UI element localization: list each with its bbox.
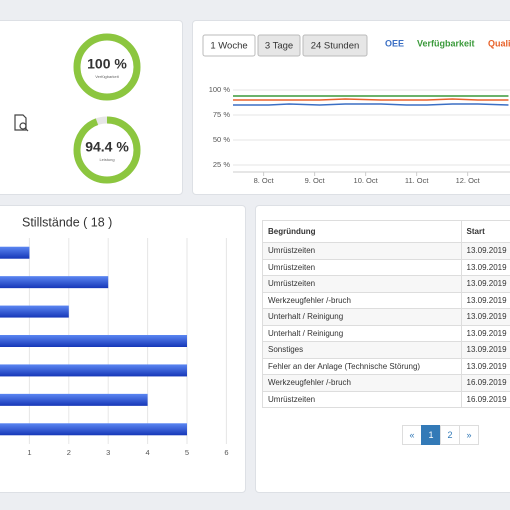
range-button-label[interactable]: 1 Woche xyxy=(210,41,247,52)
table-cell: Werkzeugfehler /-bruch xyxy=(262,374,462,392)
page-button[interactable]: 2 xyxy=(440,425,460,445)
table-wrap: Begründung Start Umrüstzeiten 13.09.2019 Umr… xyxy=(262,220,510,408)
x-tick-label: 1 xyxy=(27,448,31,457)
gauge-caption: Verfügbarkeit xyxy=(95,74,119,79)
x-tick-label: 4 xyxy=(146,448,150,457)
legend-entry[interactable]: Quali xyxy=(488,38,510,48)
x-tick-label: 6 xyxy=(224,448,228,457)
header-row: Begründung Start xyxy=(262,220,510,243)
y-tick-label: 100 % xyxy=(209,85,231,94)
bar xyxy=(0,246,30,259)
x-tick-label: 10. Oct xyxy=(354,176,379,185)
table-row: Sonstiges 13.09.2019 xyxy=(262,341,510,359)
table-row: Umrüstzeiten 13.09.2019 xyxy=(262,258,510,276)
x-tick-label: 2 xyxy=(67,448,71,457)
range-button-label[interactable]: 24 Stunden xyxy=(311,41,360,52)
table-cell: 13.09.2019 xyxy=(460,291,510,309)
x-tick-label: 5 xyxy=(185,448,189,457)
table-cell: Unterhalt / Reinigung xyxy=(262,308,462,326)
chart-title: Stillstände ( 18 ) xyxy=(22,215,112,229)
table-row: Fehler an der Anlage (Technische Störung… xyxy=(262,357,510,375)
column-header: Start xyxy=(460,220,510,243)
table-cell: 13.09.2019 xyxy=(460,258,510,276)
y-tick-label: 50 % xyxy=(213,135,230,144)
legend-entry[interactable]: OEE xyxy=(385,38,404,48)
x-tick-label: 12. Oct xyxy=(456,176,481,185)
table-cell: 13.09.2019 xyxy=(460,275,510,293)
table-row: Umrüstzeiten 16.09.2019 xyxy=(262,390,510,408)
pagination: «1 2» xyxy=(402,425,479,445)
x-tick-label: 9. Oct xyxy=(305,176,326,185)
x-tick-label: 11. Oct xyxy=(405,176,430,185)
y-tick-label: 75 % xyxy=(213,110,230,119)
bar xyxy=(0,393,148,406)
table-row: Unterhalt / Reinigung 13.09.2019 xyxy=(262,324,510,342)
bar xyxy=(0,423,187,436)
table-cell: Umrüstzeiten xyxy=(262,275,462,293)
table-cell: 13.09.2019 xyxy=(460,324,510,342)
table-cell: Umrüstzeiten xyxy=(262,242,462,260)
gauge-arc xyxy=(73,116,141,184)
table-row: Werkzeugfehler /-bruch 16.09.2019 xyxy=(262,374,510,392)
bar xyxy=(0,305,69,318)
kpi-panel xyxy=(0,20,183,195)
gauge-arc xyxy=(73,33,141,101)
legend-entry[interactable]: Verfügbarkeit xyxy=(417,38,475,48)
x-tick-label: 8. Oct xyxy=(254,176,275,185)
range-button-label[interactable]: 3 Tage xyxy=(265,41,293,52)
x-tick-label: 3 xyxy=(106,448,110,457)
table-cell: Umrüstzeiten xyxy=(262,258,462,276)
downtime-panel xyxy=(0,205,246,493)
table-cell: Werkzeugfehler /-bruch xyxy=(262,291,462,309)
column-header: Begründung xyxy=(262,220,462,243)
table-cell: 16.09.2019 xyxy=(460,374,510,392)
table-row: Umrüstzeiten 13.09.2019 xyxy=(262,275,510,293)
gauge-value: 100 % xyxy=(87,56,127,72)
bar xyxy=(0,276,109,289)
table-cell: 13.09.2019 xyxy=(460,357,510,375)
table-row: Werkzeugfehler /-bruch 13.09.2019 xyxy=(262,291,510,309)
table-row: Unterhalt / Reinigung 13.09.2019 xyxy=(262,308,510,326)
range-button[interactable] xyxy=(257,34,301,57)
downtime-table: Begründung Start Umrüstzeiten 13.09.2019 Umr… xyxy=(262,220,510,408)
page-button[interactable]: » xyxy=(459,425,479,445)
range-button[interactable] xyxy=(302,34,368,57)
bar xyxy=(0,364,187,377)
table-cell: 13.09.2019 xyxy=(460,308,510,326)
y-tick-label: 25 % xyxy=(213,160,230,169)
gauge-caption: Leistung xyxy=(99,157,114,162)
table-cell: Fehler an der Anlage (Technische Störung… xyxy=(262,357,462,375)
table-cell: Umrüstzeiten xyxy=(262,390,462,408)
bar xyxy=(0,335,187,347)
page-button[interactable]: 1 xyxy=(421,425,441,445)
gauge-value: 94.4 % xyxy=(85,139,129,155)
table-row: Umrüstzeiten 13.09.2019 xyxy=(262,242,510,260)
table-cell: Sonstiges xyxy=(262,341,462,359)
table-cell: 16.09.2019 xyxy=(460,390,510,408)
series-line xyxy=(233,103,509,106)
table-cell: Unterhalt / Reinigung xyxy=(262,324,462,342)
range-button[interactable] xyxy=(202,34,256,57)
table-cell: 13.09.2019 xyxy=(460,341,510,359)
table-cell: 13.09.2019 xyxy=(460,242,510,260)
series-line xyxy=(233,98,509,101)
page-button[interactable]: « xyxy=(402,425,422,445)
search-icon[interactable] xyxy=(14,114,29,132)
